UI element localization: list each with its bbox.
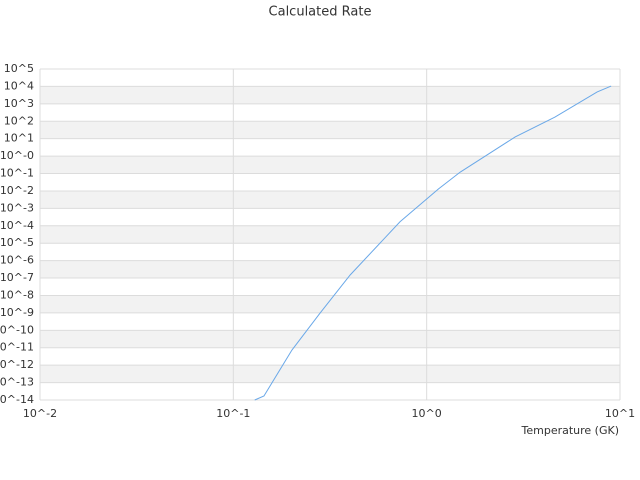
- grid-band: [40, 365, 620, 383]
- x-tick-label: 10^0: [412, 407, 442, 420]
- y-tick-label: 10^-4: [0, 219, 34, 232]
- data-line: [254, 85, 612, 401]
- grid-band: [40, 156, 620, 174]
- y-tick-label: 10^-10: [0, 323, 34, 336]
- y-tick-label: 10^-13: [0, 376, 34, 389]
- y-tick-label: 10^3: [4, 97, 34, 110]
- x-axis-label: Temperature (GK): [521, 424, 620, 437]
- grid-band: [40, 86, 620, 104]
- x-tick-label: 10^-2: [23, 407, 57, 420]
- grid-band: [40, 330, 620, 348]
- y-tick-label: 10^-12: [0, 358, 34, 371]
- y-tick-label: 10^-5: [0, 236, 34, 249]
- x-tick-label: 10^-1: [216, 407, 250, 420]
- y-tick-label: 10^-14: [0, 393, 34, 406]
- y-tick-label: 10^-2: [0, 184, 34, 197]
- grid-band: [40, 260, 620, 279]
- y-tick-label: 10^2: [4, 114, 34, 127]
- y-tick-label: 10^5: [4, 62, 34, 75]
- grid-band: [40, 190, 620, 209]
- grid-band: [40, 121, 620, 139]
- y-tick-label: 10^-1: [0, 167, 34, 180]
- x-tick-label: 10^1: [605, 407, 635, 420]
- grid-band: [40, 295, 620, 313]
- y-tick-label: 10^-11: [0, 341, 34, 354]
- chart-title: Calculated Rate: [269, 5, 372, 20]
- y-tick-label: 10^1: [4, 132, 34, 145]
- y-tick-label: 10^-0: [0, 149, 34, 162]
- y-tick-label: 10^-3: [0, 201, 34, 214]
- y-tick-label: 10^-8: [0, 288, 34, 301]
- y-tick-label: 10^-6: [0, 254, 34, 267]
- y-tick-label: 10^4: [4, 79, 34, 92]
- grid-band: [40, 225, 620, 244]
- y-tick-label: 10^-7: [0, 271, 34, 284]
- y-tick-label: 10^-9: [0, 306, 34, 319]
